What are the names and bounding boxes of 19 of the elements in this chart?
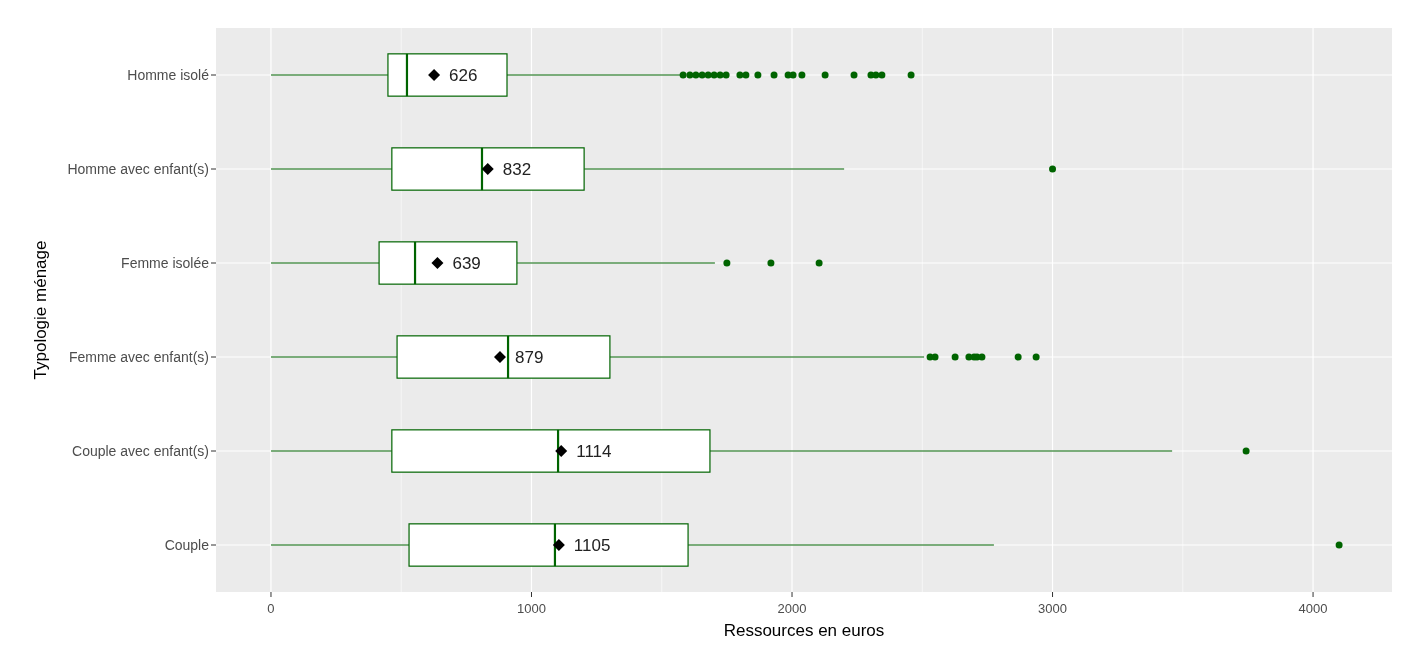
annotation: 626: [449, 66, 478, 85]
x-tick-label: 0: [267, 601, 275, 616]
annotation: 1105: [573, 536, 611, 555]
annotation: 832: [502, 160, 532, 179]
y-tick-label: Couple avec enfant(s): [72, 443, 209, 459]
annotation: 879: [514, 348, 544, 367]
y-tick-label: Couple: [164, 537, 210, 553]
annotation: 639: [452, 254, 481, 273]
x-tick-label: 4000: [1298, 601, 1328, 616]
y-axis-title: Typologie ménage: [31, 240, 50, 380]
y-tick-label: Homme avec enfant(s): [67, 161, 209, 177]
x-tick-label: 2000: [777, 601, 807, 616]
y-tick-label: Femme isolée: [121, 255, 210, 271]
annotation: 1114: [576, 442, 612, 461]
x-axis-title: Ressources en euros: [723, 621, 885, 640]
y-tick-label: Femme avec enfant(s): [68, 349, 209, 365]
x-tick-label: 3000: [1038, 601, 1067, 616]
x-tick-label: 1000: [517, 601, 546, 616]
y-tick-label: Homme isolé: [127, 67, 210, 83]
